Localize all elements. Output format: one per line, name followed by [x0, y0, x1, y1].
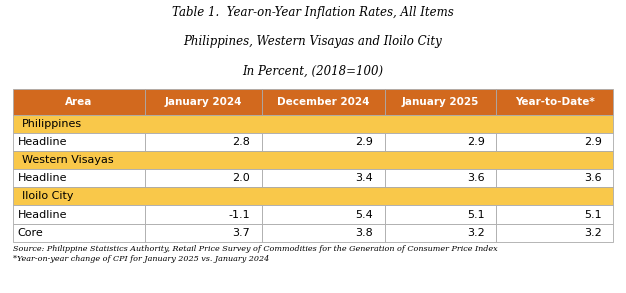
- Text: Western Visayas: Western Visayas: [21, 155, 113, 165]
- Text: 3.2: 3.2: [584, 228, 602, 238]
- Text: Philippines: Philippines: [21, 119, 81, 129]
- Text: Iloilo City: Iloilo City: [21, 191, 73, 201]
- Text: 3.6: 3.6: [468, 173, 485, 183]
- Text: 2.9: 2.9: [467, 137, 485, 147]
- Text: Headline: Headline: [18, 137, 68, 147]
- Text: 3.6: 3.6: [584, 173, 602, 183]
- Text: Headline: Headline: [18, 209, 68, 219]
- Text: 5.1: 5.1: [468, 209, 485, 219]
- Text: 2.9: 2.9: [584, 137, 602, 147]
- Text: Philippines, Western Visayas and Iloilo City: Philippines, Western Visayas and Iloilo …: [183, 35, 443, 48]
- Text: 3.8: 3.8: [355, 228, 373, 238]
- Text: 3.7: 3.7: [232, 228, 250, 238]
- Text: In Percent, (2018=100): In Percent, (2018=100): [242, 64, 384, 77]
- Text: January 2024: January 2024: [165, 97, 242, 107]
- Text: 2.0: 2.0: [232, 173, 250, 183]
- Text: Table 1.  Year-on-Year Inflation Rates, All Items: Table 1. Year-on-Year Inflation Rates, A…: [172, 6, 454, 19]
- Text: Year-to-Date*: Year-to-Date*: [515, 97, 595, 107]
- Text: 5.4: 5.4: [355, 209, 373, 219]
- Text: December 2024: December 2024: [277, 97, 370, 107]
- Text: 2.9: 2.9: [355, 137, 373, 147]
- Text: 5.1: 5.1: [584, 209, 602, 219]
- Text: Core: Core: [18, 228, 44, 238]
- Text: 3.2: 3.2: [468, 228, 485, 238]
- Text: 3.4: 3.4: [355, 173, 373, 183]
- Text: Area: Area: [65, 97, 92, 107]
- Text: 2.8: 2.8: [232, 137, 250, 147]
- Text: Headline: Headline: [18, 173, 68, 183]
- Text: -1.1: -1.1: [228, 209, 250, 219]
- Text: Source: Philippine Statistics Authority, Retail Price Survey of Commodities for : Source: Philippine Statistics Authority,…: [13, 245, 497, 263]
- Text: January 2025: January 2025: [402, 97, 480, 107]
